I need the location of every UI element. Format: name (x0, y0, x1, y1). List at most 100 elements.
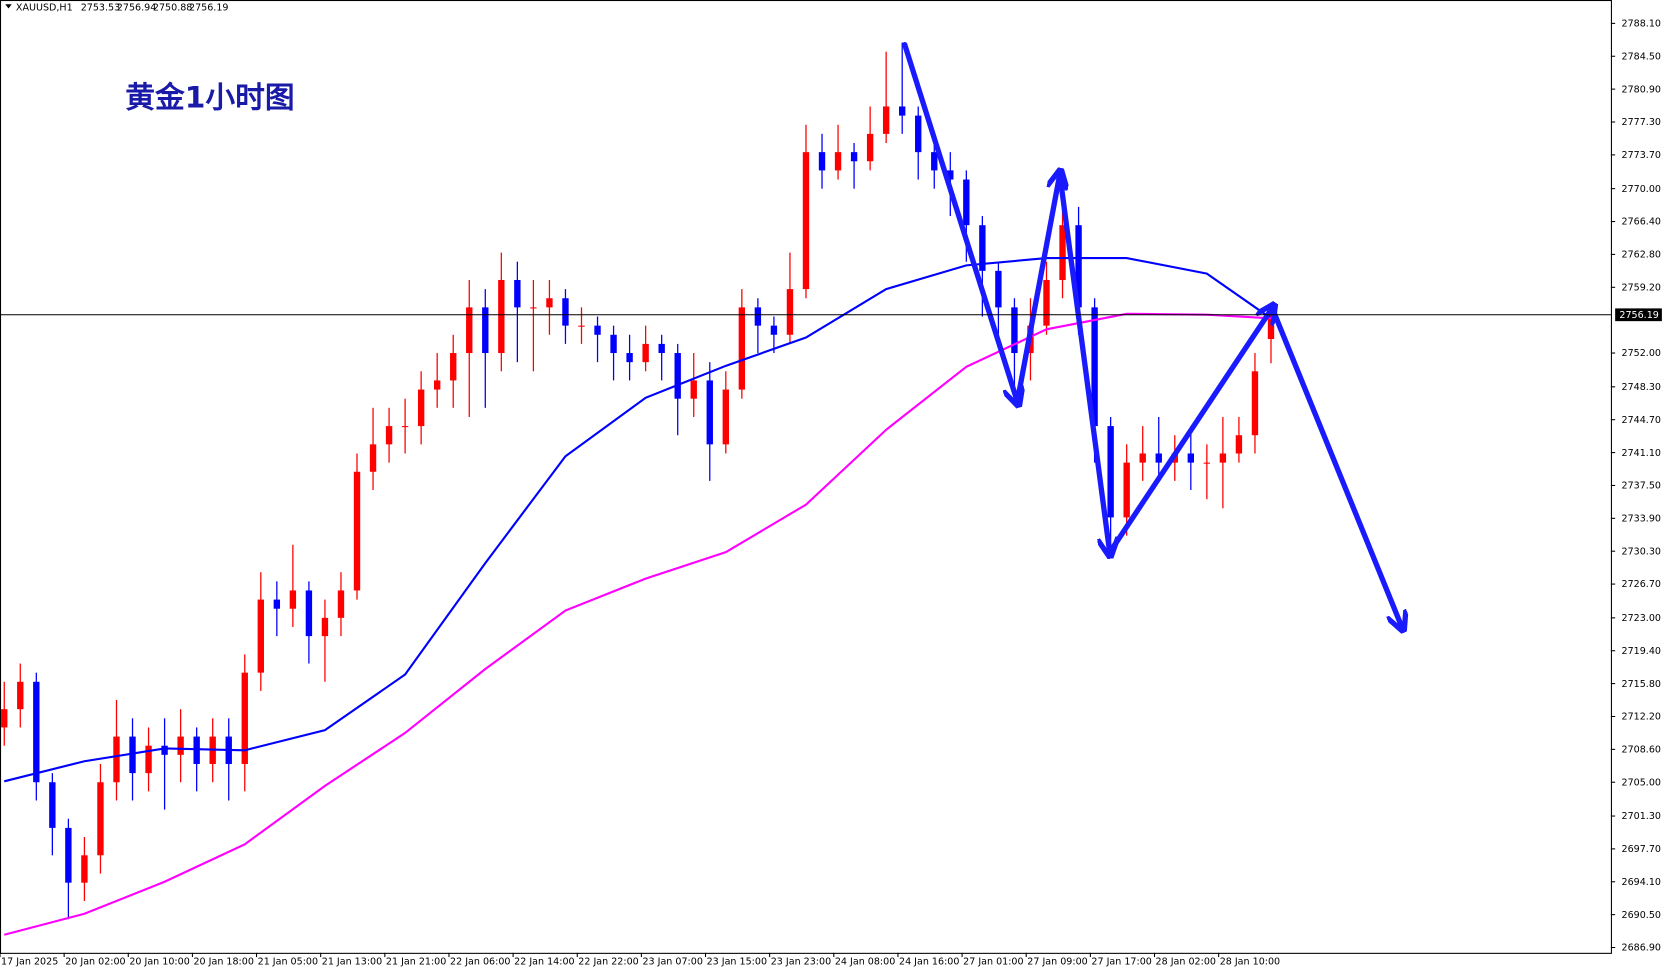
candle-body (802, 152, 810, 290)
y-tick-label: 2748.30 (1622, 382, 1661, 393)
candle-body (866, 133, 874, 162)
candle-body (289, 590, 297, 609)
current-price-label: 2756.19 (1619, 310, 1658, 321)
y-tick-label: 2730.30 (1622, 546, 1661, 557)
candle-body (129, 736, 136, 774)
y-tick-label: 2715.80 (1622, 679, 1661, 690)
candle-body (305, 590, 313, 637)
candle-body (193, 736, 200, 764)
symbol: XAUUSD,H1 (16, 3, 73, 14)
y-tick-label: 2784.50 (1622, 51, 1661, 62)
x-tick-label: 23 Jan 23:00 (771, 957, 831, 968)
candle-body (722, 389, 729, 445)
candle-body (257, 599, 264, 673)
y-tick-label: 2762.80 (1622, 250, 1661, 261)
y-tick-label: 2712.20 (1622, 712, 1661, 723)
candle-body (530, 307, 537, 309)
header-low: 2750.88 (153, 3, 192, 14)
y-tick-label: 2752.00 (1622, 348, 1661, 359)
x-tick-label: 23 Jan 15:00 (707, 957, 767, 968)
candle-body (1251, 371, 1259, 436)
candle-body (1091, 307, 1098, 427)
candle-body (1203, 462, 1211, 464)
candle-body (738, 307, 746, 390)
y-tick-label: 2770.00 (1622, 184, 1661, 195)
candle-body (514, 279, 521, 308)
candle-body (1107, 426, 1114, 518)
candle-body (674, 353, 681, 399)
arrow (1014, 174, 1059, 405)
candle-body (562, 298, 569, 326)
y-tick-label: 2694.10 (1622, 877, 1661, 888)
y-tick-label: 2759.20 (1622, 282, 1661, 293)
candle-body (963, 179, 970, 226)
candle-body (49, 782, 56, 828)
candle-body (1155, 453, 1162, 463)
candle-body (850, 152, 858, 162)
x-tick-label: 20 Jan 18:00 (193, 957, 253, 968)
candle-body (931, 152, 938, 171)
candle-body (401, 426, 409, 428)
x-tick-label: 24 Jan 16:00 (899, 957, 959, 968)
arrow (1057, 171, 1110, 552)
x-tick-label: 20 Jan 02:00 (65, 957, 125, 968)
candle-body (786, 289, 794, 335)
candle-body (33, 681, 40, 783)
candle-body (979, 225, 986, 271)
y-tick-label: 2777.30 (1622, 117, 1661, 128)
y-tick-label: 2744.70 (1622, 415, 1661, 426)
arrow (902, 41, 1018, 402)
x-tick-label: 21 Jan 05:00 (258, 957, 318, 968)
candle-body (97, 782, 104, 856)
candle-body (1139, 453, 1146, 463)
header-close: 2756.19 (189, 3, 228, 14)
x-tick-label: 20 Jan 10:00 (129, 957, 189, 968)
y-tick-label: 2780.90 (1622, 84, 1661, 95)
candle-body (995, 270, 1002, 308)
x-tick-label: 23 Jan 07:00 (642, 957, 702, 968)
header-icon (5, 4, 12, 9)
candle-body (1219, 453, 1227, 463)
y-tick-label: 2697.70 (1622, 844, 1661, 855)
candle-body (17, 681, 24, 710)
y-tick-label: 2788.10 (1622, 19, 1661, 30)
x-tick-label: 28 Jan 10:00 (1220, 957, 1280, 968)
candle-body (450, 353, 457, 381)
x-tick-label: 21 Jan 21:00 (386, 957, 446, 968)
candle-body (642, 343, 649, 363)
y-tick-label: 2701.30 (1622, 811, 1661, 822)
candle-body (1059, 225, 1066, 280)
candle-body (498, 279, 505, 354)
y-tick-label: 2719.40 (1622, 646, 1661, 657)
chart-title: 黄金1小时图 (125, 80, 294, 115)
candle-body (1075, 225, 1082, 308)
candle-body (1187, 453, 1195, 463)
candle-body (337, 590, 345, 618)
y-tick-label: 2766.40 (1622, 217, 1661, 228)
y-tick-label: 2733.90 (1622, 514, 1661, 525)
candle-body (610, 334, 617, 354)
candle-body (241, 672, 248, 764)
candle-body (65, 827, 72, 883)
arrow (1107, 308, 1272, 556)
candle-body (466, 307, 473, 354)
y-tick-label: 2741.10 (1622, 448, 1661, 459)
y-tick-label: 2705.00 (1622, 777, 1661, 788)
x-tick-label: 24 Jan 08:00 (835, 957, 895, 968)
candle-body (1, 709, 8, 728)
candle-body (273, 599, 281, 609)
header-open: 2753.53 (81, 3, 120, 14)
candle-body (882, 106, 890, 134)
candle-body (1011, 307, 1018, 354)
x-tick-label: 17 Jan 2025 (1, 957, 58, 968)
candle-body (113, 736, 120, 783)
candle-body (417, 389, 425, 427)
candle-body (353, 471, 361, 591)
x-tick-label: 22 Jan 22:00 (578, 957, 638, 968)
x-tick-label: 28 Jan 02:00 (1156, 957, 1216, 968)
x-tick-label: 22 Jan 14:00 (514, 957, 574, 968)
candle-body (321, 617, 329, 637)
y-tick-label: 2737.50 (1622, 481, 1661, 492)
arrow (1269, 305, 1402, 627)
